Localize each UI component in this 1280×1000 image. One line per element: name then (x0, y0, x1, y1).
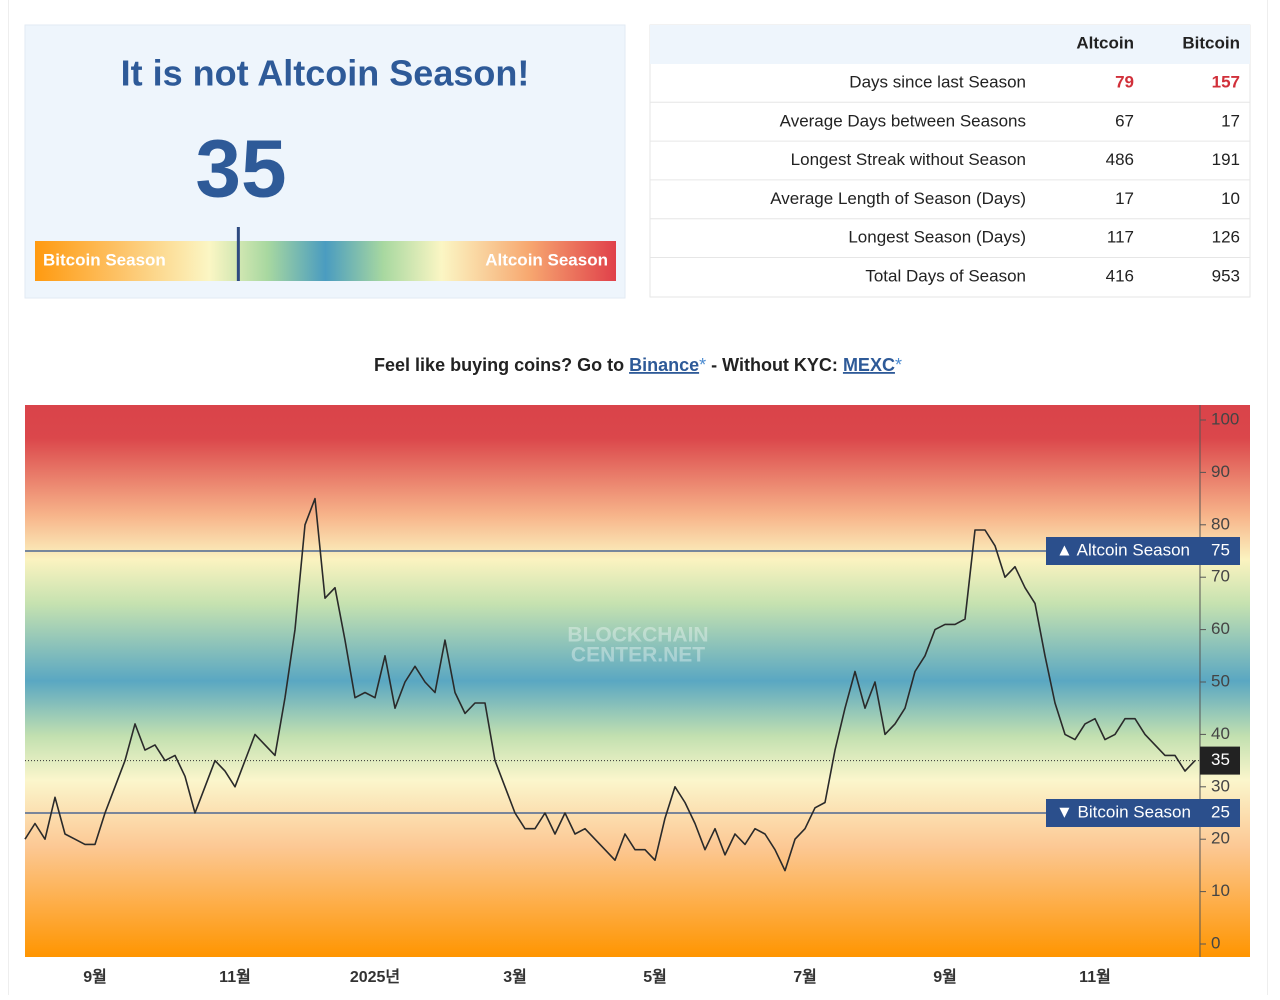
current-badge (1200, 746, 1240, 775)
table-header (650, 25, 1250, 64)
cell-value: 17 (1115, 189, 1134, 208)
star: * (895, 355, 902, 375)
threshold-label: ▼ Bitcoin Season (1056, 802, 1191, 821)
row-label: Average Days between Seasons (780, 111, 1026, 130)
stats-table: Altcoin Bitcoin Days since last Season 79 15… (649, 24, 1251, 298)
column-header: Altcoin (1076, 33, 1134, 52)
x-tick-label: 5월 (643, 968, 667, 986)
cell-value: 79 (1115, 72, 1134, 91)
x-tick-label: 9월 (933, 968, 957, 986)
y-tick-label: 0 (1211, 933, 1220, 952)
watermark: CENTER.NET (571, 644, 705, 667)
y-tick-label: 20 (1211, 829, 1230, 848)
promo-text: Feel like buying coins? Go to (374, 355, 629, 375)
promo: Feel like buying coins? Go to Binance* -… (374, 355, 902, 375)
table-frame (649, 24, 1251, 298)
cell-value: 67 (1115, 111, 1134, 130)
y-tick-label: 60 (1211, 619, 1230, 638)
status-title: It is not Altcoin Season! (121, 53, 530, 94)
y-tick-label: 100 (1211, 409, 1239, 428)
y-tick-label: 80 (1211, 514, 1230, 533)
index-line (24, 497, 1196, 872)
cell-value: 10 (1221, 189, 1240, 208)
promo-text: - Without KYC: (706, 355, 843, 375)
cell-value: 416 (1106, 266, 1134, 285)
cell-value: 191 (1212, 150, 1240, 169)
row-label: Total Days of Season (865, 266, 1026, 285)
column-header: Bitcoin (1182, 33, 1240, 52)
cell-value: 157 (1212, 72, 1240, 91)
cell-value: 953 (1212, 266, 1240, 285)
y-tick-label: 10 (1211, 881, 1230, 900)
x-tick-label: 2025년 (350, 967, 400, 986)
y-tick-label: 30 (1211, 776, 1230, 795)
cell-value: 486 (1106, 150, 1134, 169)
threshold-badge (1046, 799, 1240, 827)
current-value: 35 (1211, 750, 1230, 769)
gauge-right-label: Altcoin Season (485, 250, 608, 269)
x-tick-label: 11월 (219, 968, 251, 986)
gauge-number: 35 (195, 124, 286, 215)
y-tick-label: 40 (1211, 724, 1230, 743)
mexc-link[interactable]: MEXC (843, 355, 895, 375)
x-tick-label: 7월 (793, 968, 817, 986)
star: * (699, 355, 706, 375)
x-tick-label: 3월 (503, 968, 527, 986)
cell-value: 17 (1221, 111, 1240, 130)
cell-value: 117 (1107, 228, 1134, 247)
y-tick-label: 90 (1211, 462, 1230, 481)
row-label: Longest Streak without Season (791, 150, 1026, 169)
threshold-badge (1046, 537, 1240, 565)
row-label: Days since last Season (849, 72, 1026, 91)
threshold-value: 75 (1211, 540, 1230, 559)
watermark: BLOCKCHAIN (567, 624, 708, 647)
row-label: Longest Season (Days) (848, 228, 1026, 247)
x-tick-label: 11월 (1079, 968, 1111, 986)
plot-background (25, 405, 1250, 957)
threshold-value: 25 (1211, 802, 1230, 821)
y-tick-label: 50 (1211, 671, 1230, 690)
cell-value: 126 (1212, 228, 1240, 247)
gauge-left-label: Bitcoin Season (43, 250, 166, 269)
binance-link[interactable]: Binance (629, 355, 699, 375)
row-label: Average Length of Season (Days) (770, 189, 1026, 208)
y-tick-label: 70 (1211, 567, 1230, 586)
threshold-label: ▲ Altcoin Season (1056, 540, 1190, 559)
gauge-bar (35, 241, 616, 281)
x-tick-label: 9월 (83, 968, 107, 986)
